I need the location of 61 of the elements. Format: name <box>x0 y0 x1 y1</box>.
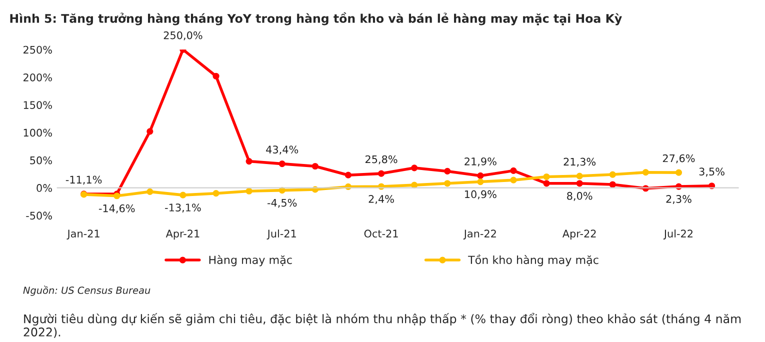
point <box>675 169 682 176</box>
point <box>477 172 484 180</box>
point <box>510 167 517 174</box>
point <box>510 176 517 184</box>
y-tick-label: 100% <box>24 128 52 137</box>
legend-label: Hàng may mặc <box>209 255 292 266</box>
x-tick-label: Jul-21 <box>266 229 296 240</box>
text: Người tiêu dùng dự kiến sẽ giảm chi tiêu, đặc biệt là nhóm thu nhập thấp * (% thay đổi ròng) theo khảo sát (tháng 4 năm 2022). <box>24 312 741 338</box>
data-label: 27,6% <box>662 154 695 164</box>
point <box>212 72 220 80</box>
data-label: -11,1% <box>66 176 102 185</box>
x-tick-label: Jul-22 <box>663 229 692 240</box>
x-tick-label: Jan-22 <box>463 230 496 240</box>
point <box>444 168 451 175</box>
data-label: -4,5% <box>268 198 297 208</box>
point <box>444 180 451 187</box>
point <box>312 162 318 170</box>
x-tick-label: Apr-22 <box>562 230 596 240</box>
point <box>212 190 220 197</box>
point <box>576 172 583 180</box>
data-label: 2,4% <box>368 195 394 204</box>
y-tick-label: -50% <box>26 212 52 220</box>
point <box>411 164 418 172</box>
y-tick-label: 250% <box>23 46 52 54</box>
text: Nguồn: US Census Bureau <box>23 286 150 296</box>
point <box>378 170 385 177</box>
data-label: 43,4% <box>266 146 298 155</box>
x-tick-label: Jan-21 <box>66 230 100 240</box>
point <box>477 178 484 186</box>
point <box>246 188 252 194</box>
point <box>576 180 583 187</box>
point <box>146 188 154 195</box>
data-label: -14,6% <box>98 204 135 214</box>
legend-label: Tồn kho hàng may mặc <box>468 254 598 266</box>
y-tick-label: 200% <box>23 73 52 82</box>
data-label: 250,0% <box>164 31 202 40</box>
data-label: 3,5% <box>699 168 724 177</box>
data-label: 10,9% <box>465 190 496 200</box>
y-tick-label: 50% <box>30 156 52 164</box>
data-label: 21,9% <box>464 157 496 166</box>
y-tick-label: 0% <box>36 184 52 192</box>
point <box>642 169 649 176</box>
point <box>246 158 252 165</box>
point <box>146 128 154 135</box>
point <box>278 160 286 168</box>
x-tick-label: Oct-21 <box>364 230 398 238</box>
point <box>543 180 550 187</box>
data-label: 25,8% <box>365 155 398 164</box>
point <box>609 171 616 178</box>
data-label: -13,1% <box>165 204 201 213</box>
x-tick-label: Apr-21 <box>166 230 200 240</box>
point <box>180 192 186 198</box>
point <box>609 181 616 188</box>
point <box>543 173 550 180</box>
y-tick-label: 150% <box>24 101 52 109</box>
point <box>344 172 352 178</box>
chart-title: Hình 5: Tăng trưởng hàng tháng YoY trong hàng tồn kho và bán lẻ hàng may mặc tại Hoa Kỳ <box>10 12 622 26</box>
point <box>411 182 418 188</box>
data-label: 2,3% <box>666 195 692 204</box>
data-label: 8,0% <box>567 192 592 201</box>
data-label: 21,3% <box>564 158 596 167</box>
